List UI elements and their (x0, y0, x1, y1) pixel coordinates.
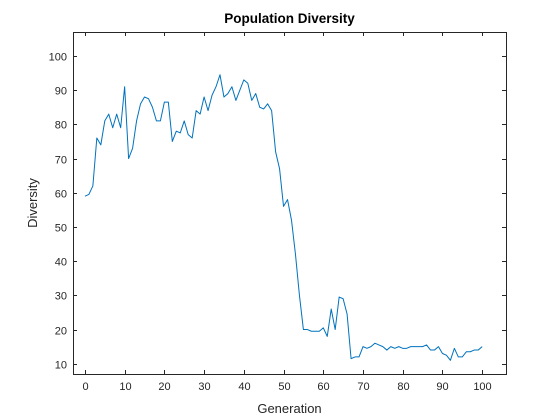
x-tick-label: 0 (82, 381, 88, 393)
x-tick-label: 60 (317, 381, 329, 393)
y-tick-label: 10 (55, 360, 67, 372)
x-tick-label: 80 (397, 381, 409, 393)
chart-title: Population Diversity (224, 11, 355, 26)
y-tick-label: 30 (55, 291, 67, 303)
y-tick-label: 100 (49, 52, 67, 64)
x-axis-ticks: 0 10 20 30 40 50 60 70 80 90 100 (82, 32, 492, 393)
y-tick-label: 50 (55, 223, 67, 235)
x-tick-label: 90 (436, 381, 448, 393)
y-tick-label: 70 (55, 155, 67, 167)
series-line-1 (84, 74, 483, 361)
y-tick-label: 90 (55, 86, 67, 98)
x-axis-label: Generation (257, 401, 321, 416)
series-layer (84, 74, 483, 361)
y-axis-label: Diversity (25, 178, 40, 228)
y-axis-ticks: 10 20 30 40 50 60 70 80 90 100 (49, 52, 506, 372)
x-tick-label: 70 (357, 381, 369, 393)
x-tick-label: 30 (198, 381, 210, 393)
y-tick-label: 20 (55, 326, 67, 338)
x-tick-label: 40 (238, 381, 250, 393)
axes-box (73, 32, 507, 375)
y-tick-label: 40 (55, 257, 67, 269)
x-tick-label: 10 (119, 381, 131, 393)
x-tick-label: 50 (278, 381, 290, 393)
x-tick-label: 100 (473, 381, 491, 393)
y-tick-label: 60 (55, 189, 67, 201)
y-tick-label: 80 (55, 120, 67, 132)
plot-area (73, 32, 506, 374)
x-tick-label: 20 (158, 381, 170, 393)
